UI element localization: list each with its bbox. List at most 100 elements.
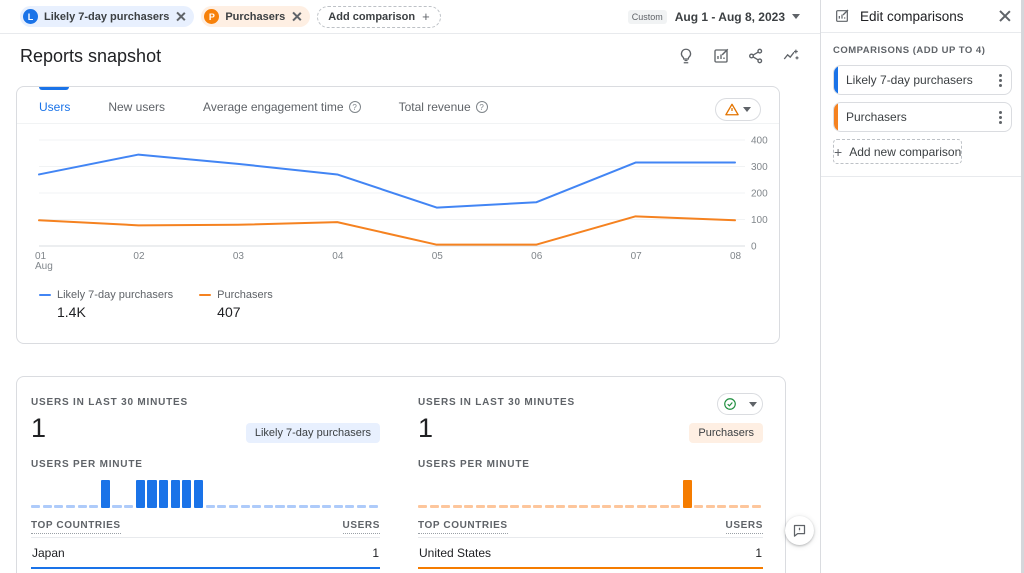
date-range-picker[interactable]: Custom Aug 1 - Aug 8, 2023: [628, 10, 800, 24]
plus-icon: +: [834, 144, 842, 160]
users-column-header[interactable]: USERS: [343, 520, 380, 534]
tab-label: Users: [39, 100, 70, 114]
panel-header: Edit comparisons: [821, 0, 1024, 33]
comparison-color-accent: [834, 66, 838, 94]
tab-users[interactable]: Users: [39, 100, 70, 114]
add-new-comparison-button[interactable]: + Add new comparison: [833, 139, 962, 164]
tab-label: New users: [108, 100, 165, 114]
date-type-tag: Custom: [628, 10, 667, 24]
panel-divider: [821, 176, 1024, 177]
svg-text:01Aug: 01Aug: [35, 251, 53, 272]
comparison-chip-likely-7-day-purchasers[interactable]: L Likely 7-day purchasers: [20, 6, 194, 27]
legend-item: Purchasers 407: [199, 289, 273, 320]
more-options-icon[interactable]: [999, 111, 1011, 124]
users-per-minute-label: USERS PER MINUTE: [31, 459, 380, 470]
edit-comparisons-icon: [834, 8, 850, 24]
active-tab-indicator: [39, 87, 69, 90]
svg-text:07: 07: [631, 251, 643, 262]
legend-value: 407: [217, 304, 273, 320]
page-title: Reports snapshot: [20, 46, 161, 67]
tab-label: Total revenue: [399, 100, 471, 114]
comparison-item-purchasers[interactable]: Purchasers: [833, 102, 1012, 132]
realtime-column-purchasers: USERS IN LAST 30 MINUTES 1 Purchasers US…: [394, 377, 785, 573]
realtime-column-likely-7-day-purchasers: USERS IN LAST 30 MINUTES 1 Likely 7-day …: [17, 377, 394, 573]
country-row[interactable]: United States 1: [418, 538, 763, 569]
metric-tabs: Users New users Average engagement time?…: [17, 87, 779, 124]
main-content: L Likely 7-day purchasers P Purchasers A…: [0, 0, 820, 573]
users-last-30-value: 1: [31, 413, 46, 443]
add-new-comparison-label: Add new comparison: [849, 145, 961, 159]
warning-triangle-icon: [725, 103, 739, 116]
chevron-down-icon: [749, 402, 757, 407]
comparison-badge: Purchasers: [689, 423, 763, 443]
chevron-down-icon: [743, 107, 751, 112]
insights-sparkline-icon[interactable]: [782, 47, 800, 65]
date-range-text: Aug 1 - Aug 8, 2023: [675, 10, 785, 24]
page-header: Reports snapshot: [0, 34, 820, 78]
comparisons-section-label: COMPARISONS (ADD UP TO 4): [833, 45, 1012, 56]
comparison-item-likely-7-day-purchasers[interactable]: Likely 7-day purchasers: [833, 65, 1012, 95]
more-options-icon[interactable]: [999, 74, 1011, 87]
users-per-minute-chart: [31, 476, 380, 508]
tab-total-revenue[interactable]: Total revenue?: [399, 100, 488, 114]
svg-text:100: 100: [751, 215, 768, 226]
legend-swatch-blue: [39, 294, 51, 296]
customize-report-icon[interactable]: [712, 47, 730, 65]
panel-title: Edit comparisons: [860, 9, 964, 24]
legend-label: Likely 7-day purchasers: [57, 289, 173, 301]
top-countries-header: TOP COUNTRIES USERS: [31, 520, 380, 538]
edit-comparisons-panel: Edit comparisons COMPARISONS (ADD UP TO …: [820, 0, 1024, 573]
svg-text:200: 200: [751, 189, 768, 200]
svg-text:05: 05: [432, 251, 444, 262]
legend-swatch-orange: [199, 294, 211, 296]
check-circle-icon: [723, 397, 737, 411]
plus-icon: +: [422, 9, 430, 24]
close-panel-icon[interactable]: [999, 10, 1011, 22]
help-icon[interactable]: ?: [349, 101, 361, 113]
country-name: United States: [419, 546, 491, 560]
users-per-minute-chart: [418, 476, 763, 508]
users-last-30-label: USERS IN LAST 30 MINUTES: [418, 397, 575, 408]
legend-value: 1.4K: [57, 304, 173, 320]
comparison-avatar: P: [204, 9, 219, 24]
panel-body: COMPARISONS (ADD UP TO 4) Likely 7-day p…: [821, 33, 1024, 177]
users-last-30-value: 1: [418, 413, 433, 443]
data-quality-ok-button[interactable]: [717, 393, 763, 415]
comparison-chip-purchasers[interactable]: P Purchasers: [201, 6, 310, 27]
help-icon[interactable]: ?: [476, 101, 488, 113]
comparison-avatar: L: [23, 9, 38, 24]
add-comparison-button[interactable]: Add comparison +: [317, 6, 440, 28]
svg-text:400: 400: [751, 136, 768, 147]
data-quality-warning-button[interactable]: [715, 98, 761, 121]
top-countries-column-header[interactable]: TOP COUNTRIES: [31, 520, 121, 534]
svg-text:08: 08: [730, 251, 742, 262]
comparison-item-label: Purchasers: [846, 110, 907, 124]
feedback-button[interactable]: [785, 516, 814, 545]
report-actions: [677, 47, 800, 65]
comparison-bar: L Likely 7-day purchasers P Purchasers A…: [0, 0, 820, 34]
comparison-item-label: Likely 7-day purchasers: [846, 73, 973, 87]
remove-comparison-icon[interactable]: [176, 12, 185, 21]
country-name: Japan: [32, 546, 65, 560]
country-users: 1: [755, 546, 762, 560]
comparison-chip-label: Likely 7-day purchasers: [44, 11, 169, 23]
overview-metrics-card: Users New users Average engagement time?…: [16, 86, 780, 344]
svg-text:03: 03: [233, 251, 245, 262]
country-row[interactable]: Japan 1: [31, 538, 380, 569]
insights-lightbulb-icon[interactable]: [677, 47, 695, 65]
comparison-badge: Likely 7-day purchasers: [246, 423, 380, 443]
users-column-header[interactable]: USERS: [726, 520, 763, 534]
remove-comparison-icon[interactable]: [292, 12, 301, 21]
top-countries-header: TOP COUNTRIES USERS: [418, 520, 763, 538]
top-countries-column-header[interactable]: TOP COUNTRIES: [418, 520, 508, 534]
legend-item: Likely 7-day purchasers 1.4K: [39, 289, 173, 320]
tab-average-engagement-time[interactable]: Average engagement time?: [203, 100, 361, 114]
svg-text:06: 06: [531, 251, 543, 262]
tab-new-users[interactable]: New users: [108, 100, 165, 114]
add-comparison-label: Add comparison: [328, 11, 415, 23]
share-icon[interactable]: [747, 47, 765, 65]
svg-text:0: 0: [751, 242, 757, 253]
users-per-minute-label: USERS PER MINUTE: [418, 459, 763, 470]
users-last-30-label: USERS IN LAST 30 MINUTES: [31, 397, 188, 408]
line-chart[interactable]: 010020030040001Aug02030405060708: [17, 124, 779, 293]
